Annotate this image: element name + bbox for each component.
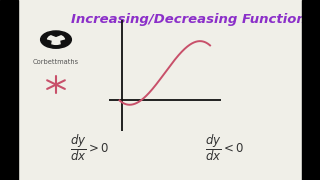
Bar — [302, 0, 320, 180]
Text: Increasing/Decreasing Functions: Increasing/Decreasing Functions — [71, 13, 313, 26]
Text: $\dfrac{dy}{dx} > 0$: $\dfrac{dy}{dx} > 0$ — [70, 132, 109, 163]
Circle shape — [48, 35, 64, 44]
Wedge shape — [45, 40, 51, 44]
Circle shape — [41, 31, 71, 48]
Circle shape — [53, 38, 59, 41]
Wedge shape — [61, 40, 67, 44]
Text: Corbettmaths: Corbettmaths — [33, 59, 79, 65]
Text: $\dfrac{dy}{dx} < 0$: $\dfrac{dy}{dx} < 0$ — [204, 132, 244, 163]
Bar — [0, 0, 18, 180]
Wedge shape — [52, 33, 60, 36]
